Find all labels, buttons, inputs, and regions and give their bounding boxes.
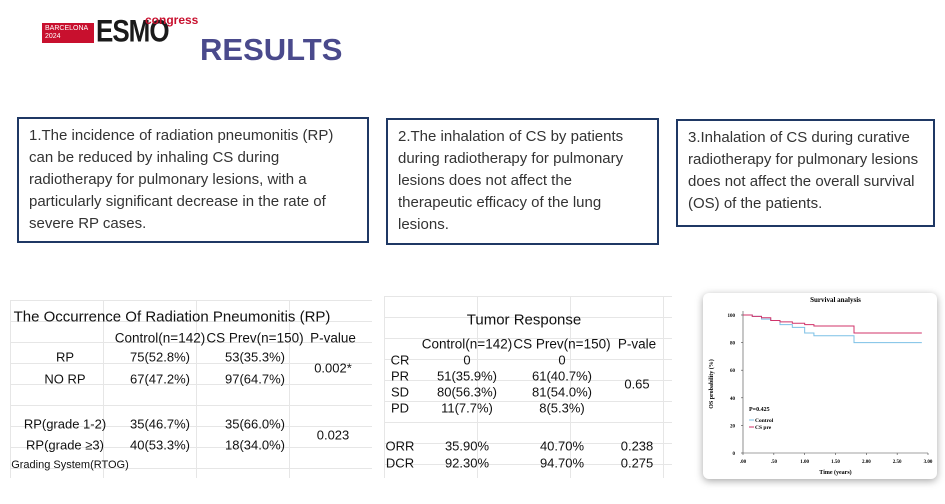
y-tick-label: 80 xyxy=(730,342,736,347)
y-tick-label: 100 xyxy=(728,314,736,319)
x-tick-label: 2.50 xyxy=(893,460,902,465)
column-header: CS Prev(n=150) xyxy=(513,336,611,352)
finding-box: 2.The inhalation of CS by patients durin… xyxy=(386,118,659,245)
annotation: P=0.425 xyxy=(749,407,770,413)
y-tick-label: 40 xyxy=(730,397,736,402)
survival-line xyxy=(743,314,922,334)
chart: Survival analysis 0 20 40 60 80 100 .00 .50 1.00 1… xyxy=(708,296,933,476)
survival-line xyxy=(743,314,922,344)
table-cell: 61(40.7%) xyxy=(532,368,592,384)
table-cell: 0 xyxy=(558,352,566,368)
y-tick-label: 0 xyxy=(733,452,736,457)
table-title: The Occurrence Of Radiation Pneumonitis … xyxy=(13,308,331,326)
table-cell: 40(53.3%) xyxy=(130,437,190,453)
row-label: ORR xyxy=(385,438,415,454)
x-tick-label: 2.00 xyxy=(862,460,871,465)
table-cell: 35.90% xyxy=(444,438,490,454)
table-cell: 35(66.0%) xyxy=(225,416,285,432)
table-cell: 8(5.3%) xyxy=(539,400,585,416)
table-cell: 0.238 xyxy=(620,438,654,454)
table-cell: 92.30% xyxy=(444,455,490,471)
x-axis-label: Time (years) xyxy=(819,469,851,476)
x-tick-label: .00 xyxy=(740,460,747,465)
table-cell: 94.70% xyxy=(539,455,585,471)
table-cell: 0.275 xyxy=(620,455,654,471)
column-header: P-value xyxy=(310,330,356,346)
table-cell: 0.023 xyxy=(316,427,350,443)
table-cell: 0.65 xyxy=(624,376,650,392)
rp-table: The Occurrence Of Radiation Pneumonitis … xyxy=(10,300,372,478)
table-cell: 51(35.9%) xyxy=(437,368,497,384)
row-label: CR xyxy=(390,352,410,368)
table-note: Grading System(RTOG) xyxy=(11,459,129,471)
x-tick-label: 1.00 xyxy=(800,460,809,465)
column-header: CS Prev(n=150) xyxy=(206,330,304,346)
finding-box: 1.The incidence of radiation pneumonitis… xyxy=(17,117,369,243)
logo-sub: congress xyxy=(145,13,199,27)
row-label: PR xyxy=(390,368,410,384)
logo-city: BARCELONA xyxy=(45,25,89,32)
finding-box: 3.Inhalation of CS during curative radio… xyxy=(676,119,935,227)
table-title: Tumor Response xyxy=(466,311,582,329)
table-cell: 35(46.7%) xyxy=(130,416,190,432)
table-cell: 11(7.7%) xyxy=(441,400,493,416)
table-cell: 18(34.0%) xyxy=(225,437,285,453)
table-cell: 80(56.3%) xyxy=(437,384,497,400)
legend-label: CS pre xyxy=(755,425,772,431)
y-tick-label: 20 xyxy=(730,424,736,429)
row-label: RP(grade ≥3) xyxy=(26,437,104,453)
row-label: SD xyxy=(390,384,410,400)
column-header: P-vale xyxy=(617,336,657,352)
table-cell: 0.002* xyxy=(314,360,352,376)
row-label: RP(grade 1-2) xyxy=(23,416,107,432)
column-header: Control(n=142) xyxy=(421,336,513,352)
table-cell: 97(64.7%) xyxy=(225,371,285,387)
table-cell: 40.70% xyxy=(539,438,585,454)
logo-year: 2024 xyxy=(45,33,61,40)
response-table: Tumor Response Control(n=142) CS Prev(n=15… xyxy=(384,296,672,478)
x-tick-label: 1.50 xyxy=(831,460,840,465)
table-cell: 67(47.2%) xyxy=(130,371,190,387)
x-tick-label: 3.00 xyxy=(924,460,933,465)
column-header: Control(n=142) xyxy=(114,330,206,346)
row-label: NO RP xyxy=(44,371,86,387)
y-tick-label: 60 xyxy=(730,369,736,374)
chart-card: Survival analysis 0 20 40 60 80 100 .00 .50 1.00 1… xyxy=(703,293,937,479)
row-label: PD xyxy=(390,400,410,416)
row-label: RP xyxy=(55,349,75,365)
table-cell: 75(52.8%) xyxy=(130,349,190,365)
row-label: DCR xyxy=(385,455,415,471)
logo-badge: BARCELONA 2024 xyxy=(42,23,94,43)
x-tick-label: .50 xyxy=(771,460,778,465)
table-cell: 53(35.3%) xyxy=(225,349,285,365)
page-title: RESULTS xyxy=(200,32,343,67)
y-axis-label: OS probability (%) xyxy=(708,359,715,409)
chart-title: Survival analysis xyxy=(810,296,861,304)
logo-brand: ESMO xyxy=(96,12,170,49)
table-cell: 0 xyxy=(463,352,471,368)
legend-label: Control xyxy=(755,418,774,424)
table-cell: 81(54.0%) xyxy=(532,384,592,400)
